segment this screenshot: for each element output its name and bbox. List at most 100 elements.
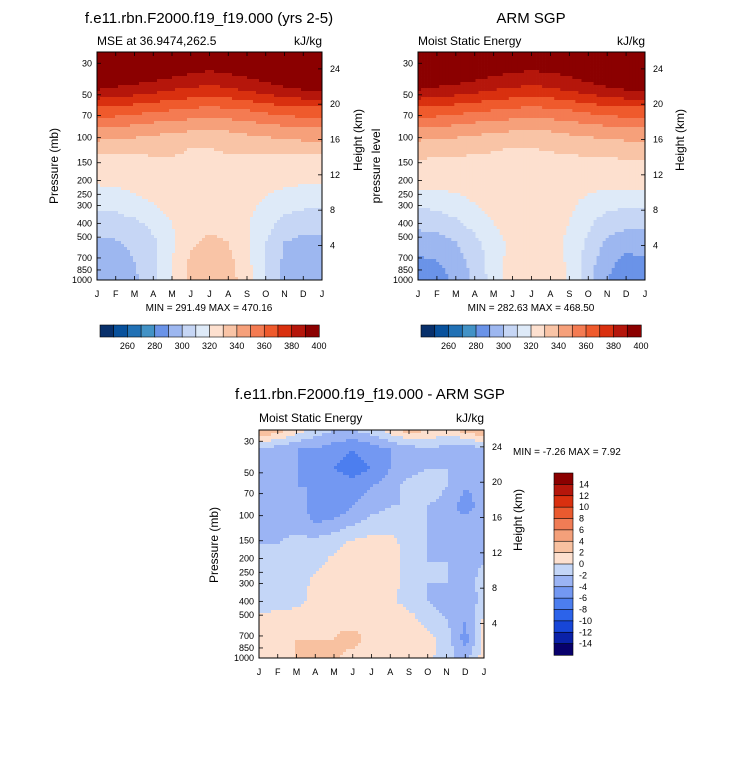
contour-cell — [262, 157, 266, 161]
panel1-subtitle-left: MSE at 36.9474,262.5 — [97, 34, 217, 48]
contour-cell — [124, 244, 128, 248]
contour-cell — [310, 91, 314, 95]
contour-cell — [226, 109, 230, 113]
contour-cell — [316, 139, 320, 143]
contour-cell — [142, 235, 146, 239]
contour-cell — [118, 226, 122, 230]
contour-cell — [304, 187, 308, 191]
contour-cell — [199, 232, 203, 236]
contour-cell — [304, 130, 308, 134]
contour-cell — [241, 226, 245, 230]
contour-cell — [163, 118, 167, 122]
contour-cell — [214, 133, 218, 137]
contour-cell — [145, 79, 149, 83]
contour-cell — [178, 85, 182, 89]
contour-cell — [235, 247, 239, 251]
contour-cell — [184, 73, 188, 77]
contour-cell — [184, 70, 188, 74]
contour-cell — [310, 79, 314, 83]
contour-cell — [196, 61, 200, 65]
contour-cell — [196, 94, 200, 98]
contour-cell — [157, 55, 161, 59]
contour-cell — [103, 172, 107, 176]
contour-cell — [124, 103, 128, 107]
contour-cell — [238, 112, 242, 116]
contour-cell — [220, 115, 224, 119]
contour-cell — [157, 196, 161, 200]
contour-cell — [280, 88, 284, 92]
contour-cell — [181, 97, 185, 101]
contour-cell — [238, 115, 242, 119]
contour-cell — [100, 109, 104, 113]
contour-cell — [274, 58, 278, 62]
contour-cell — [178, 145, 182, 149]
contour-cell — [142, 154, 146, 158]
contour-cell — [205, 202, 209, 206]
contour-cell — [235, 76, 239, 80]
contour-cell — [217, 139, 221, 143]
contour-cell — [253, 166, 257, 170]
contour-cell — [169, 130, 173, 134]
contour-cell — [154, 103, 158, 107]
contour-cell — [145, 211, 149, 215]
contour-cell — [160, 145, 164, 149]
contour-cell — [205, 136, 209, 140]
contour-cell — [196, 88, 200, 92]
contour-cell — [298, 229, 302, 233]
contour-cell — [250, 247, 254, 251]
contour-cell — [160, 109, 164, 113]
contour-cell — [241, 133, 245, 137]
contour-cell — [205, 106, 209, 110]
contour-cell — [253, 100, 257, 104]
contour-cell — [307, 181, 311, 185]
contour-cell — [145, 112, 149, 116]
contour-cell — [316, 118, 320, 122]
contour-cell — [175, 97, 179, 101]
contour-cell — [166, 196, 170, 200]
contour-cell — [262, 145, 266, 149]
contour-cell — [160, 196, 164, 200]
contour-cell — [238, 196, 242, 200]
contour-cell — [262, 154, 266, 158]
contour-cell — [142, 226, 146, 230]
contour-cell — [121, 217, 125, 221]
contour-cell — [229, 115, 233, 119]
contour-cell — [166, 232, 170, 236]
contour-cell — [316, 229, 320, 233]
contour-cell — [265, 106, 269, 110]
contour-cell — [313, 205, 317, 209]
contour-cell — [316, 169, 320, 173]
contour-cell — [229, 145, 233, 149]
contour-cell — [283, 112, 287, 116]
contour-cell — [205, 58, 209, 62]
contour-cell — [190, 136, 194, 140]
contour-cell — [160, 163, 164, 167]
contour-cell — [244, 70, 248, 74]
contour-cell — [208, 172, 212, 176]
contour-cell — [124, 199, 128, 203]
contour-cell — [127, 67, 131, 71]
contour-cell — [214, 250, 218, 254]
contour-cell — [271, 109, 275, 113]
contour-cell — [271, 91, 275, 95]
contour-cell — [175, 133, 179, 137]
contour-cell — [223, 184, 227, 188]
contour-cell — [280, 121, 284, 125]
contour-cell — [205, 154, 209, 158]
contour-cell — [115, 64, 119, 68]
contour-cell — [169, 70, 173, 74]
contour-cell — [160, 247, 164, 251]
contour-cell — [157, 61, 161, 65]
contour-cell — [208, 223, 212, 227]
contour-cell — [274, 232, 278, 236]
contour-cell — [208, 202, 212, 206]
contour-cell — [271, 247, 275, 251]
contour-cell — [316, 97, 320, 101]
contour-cell — [256, 211, 260, 215]
contour-cell — [100, 220, 104, 224]
contour-cell — [286, 139, 290, 143]
contour-cell — [289, 199, 293, 203]
contour-cell — [175, 103, 179, 107]
contour-cell — [310, 154, 314, 158]
contour-cell — [139, 76, 143, 80]
